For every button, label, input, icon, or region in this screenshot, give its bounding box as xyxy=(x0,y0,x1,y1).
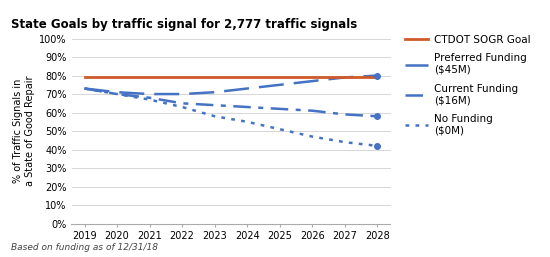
Text: State Goals by traffic signal for 2,777 traffic signals: State Goals by traffic signal for 2,777 … xyxy=(11,18,358,31)
Y-axis label: % of Traffic Signals in
a State of Good Repair: % of Traffic Signals in a State of Good … xyxy=(13,76,35,186)
Text: Based on funding as of 12/31/18: Based on funding as of 12/31/18 xyxy=(11,243,158,252)
Legend: CTDOT SOGR Goal, Preferred Funding
($45M), Current Funding
($16M), No Funding
($: CTDOT SOGR Goal, Preferred Funding ($45M… xyxy=(405,34,531,136)
